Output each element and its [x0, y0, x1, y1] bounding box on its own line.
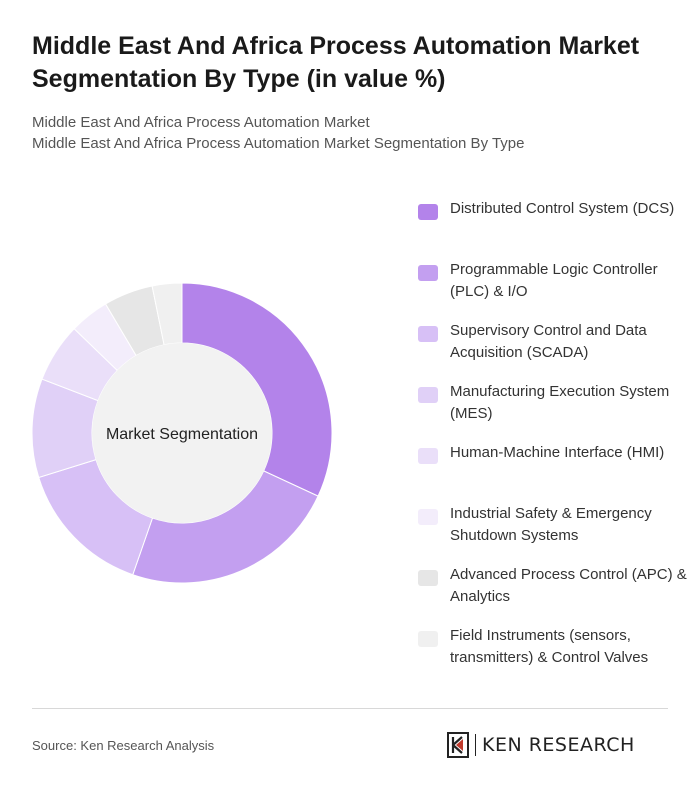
- chart-subtitle: Middle East And Africa Process Automatio…: [32, 112, 672, 154]
- chart-legend: Distributed Control System (DCS) Programm…: [418, 198, 688, 686]
- legend-label: Manufacturing Execution System (MES): [450, 383, 670, 422]
- legend-label: Industrial Safety & Emergency Shutdown S…: [450, 505, 652, 544]
- legend-label: Distributed Control System (DCS): [450, 200, 675, 217]
- legend-item: Advanced Process Control (APC) & Analyti…: [418, 564, 688, 625]
- donut-svg: Market Segmentation: [31, 282, 333, 584]
- legend-swatch: [418, 448, 438, 464]
- legend-swatch: [418, 326, 438, 342]
- legend-label: Supervisory Control and Data Acquisition…: [450, 322, 647, 361]
- legend-swatch: [418, 204, 438, 220]
- legend-swatch: [418, 265, 438, 281]
- legend-item: Manufacturing Execution System (MES): [418, 381, 688, 442]
- legend-item: Field Instruments (sensors, transmitters…: [418, 625, 688, 686]
- subtitle-line-1: Middle East And Africa Process Automatio…: [32, 114, 370, 131]
- donut-center: [92, 343, 272, 523]
- legend-item: Programmable Logic Controller (PLC) & I/…: [418, 259, 688, 320]
- legend-swatch: [418, 509, 438, 525]
- subtitle-line-2: Middle East And Africa Process Automatio…: [32, 135, 525, 152]
- chart-title: Middle East And Africa Process Automatio…: [32, 32, 640, 93]
- legend-label: Advanced Process Control (APC) & Analyti…: [450, 566, 687, 605]
- legend-label: Human-Machine Interface (HMI): [450, 444, 665, 461]
- legend-swatch: [418, 387, 438, 403]
- legend-swatch: [418, 570, 438, 586]
- source-note: Source: Ken Research Analysis: [32, 738, 215, 753]
- legend-label: Field Instruments (sensors, transmitters…: [450, 627, 649, 666]
- legend-item: Industrial Safety & Emergency Shutdown S…: [418, 503, 688, 564]
- donut-center-label: Market Segmentation: [106, 426, 258, 443]
- legend-item: Distributed Control System (DCS): [418, 198, 688, 259]
- legend-swatch: [418, 631, 438, 647]
- logo-wordmark: KEN RESEARCH: [482, 734, 635, 756]
- legend-label: Programmable Logic Controller (PLC) & I/…: [450, 261, 658, 300]
- ken-logo-icon: [447, 732, 469, 758]
- legend-item: Human-Machine Interface (HMI): [418, 442, 688, 503]
- logo-separator: [475, 734, 476, 756]
- legend-item: Supervisory Control and Data Acquisition…: [418, 320, 688, 381]
- donut-chart: Market Segmentation: [20, 270, 350, 600]
- ken-research-logo: KEN RESEARCH: [447, 731, 635, 759]
- footer-divider: [32, 708, 668, 709]
